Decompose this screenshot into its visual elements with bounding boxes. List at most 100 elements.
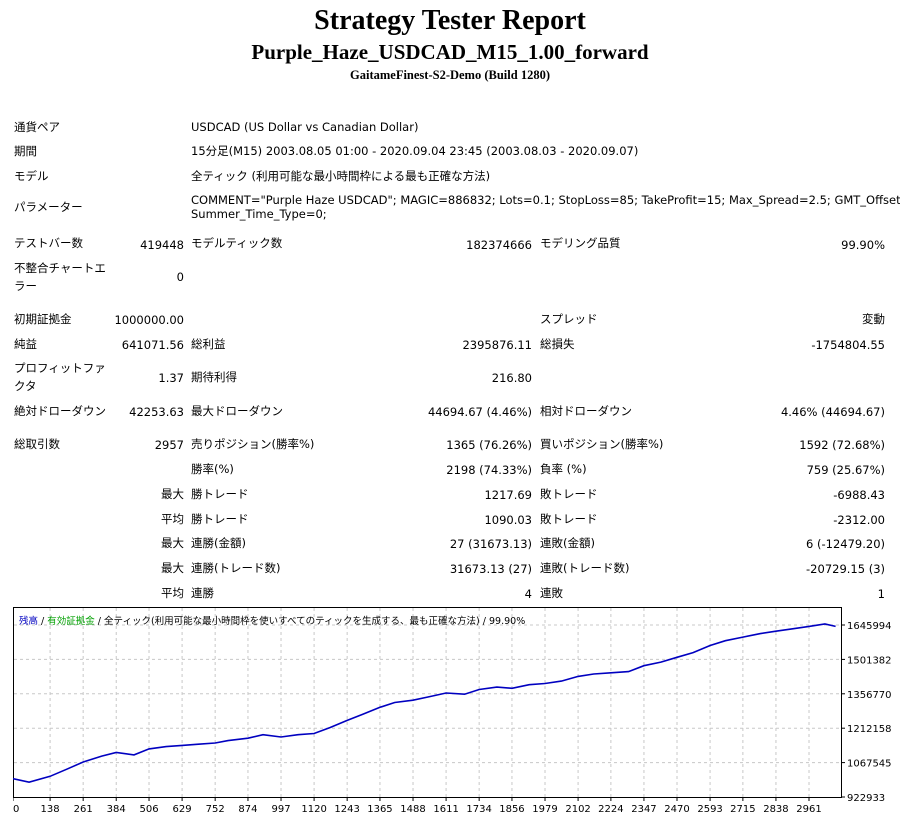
max-consec-win-label: 連勝(金額) (191, 536, 246, 550)
y-tick-label: 1645994 (847, 621, 891, 632)
ticks-value: 182374666 (466, 238, 532, 252)
largest-win-value: 1217.69 (484, 488, 532, 502)
avg-consec-loss-label: 連敗 (540, 586, 563, 600)
x-tick-label: 2347 (631, 804, 656, 815)
x-tick-label: 0 (13, 804, 19, 815)
avg-loss-label: 敗トレード (540, 512, 598, 526)
ticks-label: モデルティック数 (191, 236, 283, 250)
net-label: 純益 (14, 337, 37, 351)
max-prefix-3: 最大 (161, 561, 184, 575)
max-consec-profit-label: 連勝(トレード数) (191, 561, 281, 575)
pair-label: 通貨ペア (14, 120, 60, 134)
y-tick-label: 1212158 (847, 724, 891, 735)
x-tick-label: 506 (139, 804, 158, 815)
mismatch-label-line2: ラー (14, 279, 37, 293)
x-tick-label: 384 (107, 804, 126, 815)
y-tick-label: 922933 (847, 793, 885, 804)
loss-value: 759 (25.67%) (806, 463, 885, 477)
avg-prefix-1: 平均 (161, 512, 184, 526)
y-tick-label: 1501382 (847, 655, 891, 666)
gross-loss-value: -1754804.55 (811, 338, 885, 352)
x-tick-label: 997 (271, 804, 290, 815)
pf-value: 1.37 (158, 371, 184, 385)
abs-dd-label: 絶対ドローダウン (14, 404, 106, 418)
pf-label-line1: プロフィットファ (14, 361, 106, 375)
loss-label: 負率 (%) (540, 462, 587, 476)
deposit-value: 1000000.00 (114, 313, 184, 327)
x-tick-label: 1488 (400, 804, 425, 815)
x-tick-label: 2470 (664, 804, 689, 815)
x-tick-label: 629 (173, 804, 192, 815)
rel-dd-label: 相対ドローダウン (540, 404, 632, 418)
chart-legend: 残高 / 有効証拠金 / 全ティック(利用可能な最小時間枠を使いすべてのティック… (19, 613, 525, 627)
x-tick-label: 2961 (796, 804, 821, 815)
max-prefix-1: 最大 (161, 487, 184, 501)
gross-profit-label: 総利益 (191, 337, 226, 351)
legend-model: 全ティック(利用可能な最小時間枠を使いすべてのティックを生成する、最も正確な方法… (104, 616, 526, 627)
long-value: 1592 (72.68%) (799, 438, 885, 452)
abs-dd-value: 42253.63 (129, 405, 184, 419)
x-tick-label: 2715 (730, 804, 755, 815)
param-value-line1: COMMENT="Purple Haze USDCAD"; MAGIC=8868… (191, 193, 900, 207)
trades-label: 総取引数 (14, 437, 60, 451)
report-subtitle: Purple_Haze_USDCAD_M15_1.00_forward (251, 40, 649, 64)
max-dd-value: 44694.67 (4.46%) (427, 405, 532, 419)
gross-loss-label: 総損失 (540, 337, 575, 351)
avg-win-label: 勝トレード (191, 512, 249, 526)
x-tick-label: 2224 (598, 804, 623, 815)
x-tick-label: 2838 (763, 804, 788, 815)
param-label: パラメーター (14, 200, 83, 214)
expected-label: 期待利得 (191, 370, 237, 384)
quality-label: モデリング品質 (540, 236, 621, 250)
avg-consec-loss-value: 1 (877, 587, 885, 601)
x-tick-label: 2593 (697, 804, 722, 815)
x-tick-label: 1734 (466, 804, 491, 815)
max-consec-lossamt-label: 連敗(トレード数) (540, 561, 630, 575)
largest-loss-value: -6988.43 (833, 488, 885, 502)
max-prefix-2: 最大 (161, 536, 184, 550)
avg-consec-win-value: 4 (524, 587, 532, 601)
largest-win-label: 勝トレード (191, 487, 249, 501)
gross-profit-value: 2395876.11 (462, 338, 532, 352)
x-tick-label: 874 (238, 804, 257, 815)
short-label: 売りポジション(勝率%) (191, 437, 315, 451)
model-value: 全ティック (利用可能な最小時間枠による最も正確な方法) (191, 169, 491, 183)
plot-frame (13, 607, 842, 798)
bars-label: テストバー数 (14, 236, 83, 250)
rel-dd-value: 4.46% (44694.67) (780, 405, 885, 419)
legend-sep-1: / (38, 616, 48, 627)
mismatch-label-line1: 不整合チャートエ (14, 261, 106, 275)
spread-value: 変動 (862, 312, 885, 326)
y-tick-label: 1067545 (847, 759, 891, 770)
quality-value: 99.90% (841, 238, 885, 252)
net-value: 641071.56 (121, 338, 184, 352)
legend-margin: 有効証拠金 (47, 616, 95, 627)
largest-loss-label: 敗トレード (540, 487, 598, 501)
win-value: 2198 (74.33%) (446, 463, 532, 477)
win-label: 勝率(%) (191, 462, 234, 476)
x-tick-label: 2102 (565, 804, 590, 815)
max-consec-lossamt-value: -20729.15 (3) (806, 562, 885, 576)
bars-value: 419448 (140, 238, 184, 252)
report-title: Strategy Tester Report (314, 5, 586, 36)
avg-loss-value: -2312.00 (833, 513, 885, 527)
x-tick-label: 138 (41, 804, 60, 815)
deposit-label: 初期証拠金 (14, 312, 72, 326)
period-label: 期間 (14, 144, 37, 158)
server-build: GaitameFinest-S2-Demo (Build 1280) (350, 68, 550, 82)
legend-sep-2: / (94, 616, 105, 627)
max-consec-loss-value: 6 (-12479.20) (806, 537, 885, 551)
legend-balance: 残高 (19, 616, 39, 627)
avg-consec-win-label: 連勝 (191, 586, 214, 600)
mismatch-value: 0 (176, 270, 184, 284)
short-value: 1365 (76.26%) (446, 438, 532, 452)
trades-value: 2957 (154, 438, 184, 452)
balance-line (13, 623, 836, 784)
period-value: 15分足(M15) 2003.08.05 01:00 - 2020.09.04 … (191, 144, 639, 158)
balance-chart: 0 138 261 384 506 629 752 874 997 1120 1243 1365 148… (13, 607, 891, 824)
spread-label: スプレッド (540, 312, 598, 326)
report-header: Strategy Tester Report Purple_Haze_USDCA… (0, 6, 900, 83)
max-dd-label: 最大ドローダウン (191, 404, 283, 418)
y-tick-label: 1356770 (847, 690, 891, 701)
model-label: モデル (14, 169, 49, 183)
